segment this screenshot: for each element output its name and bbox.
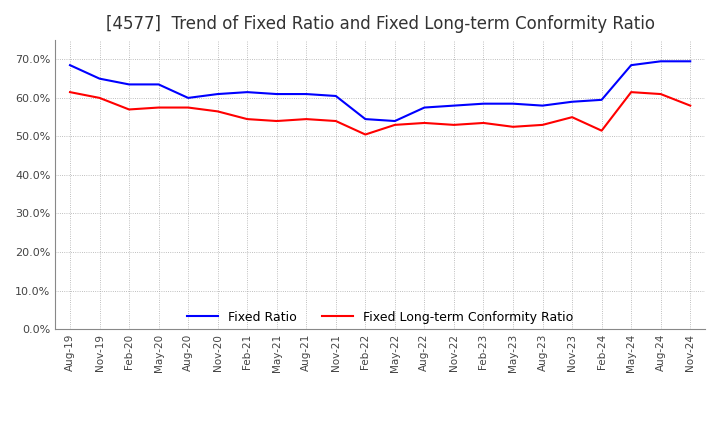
Fixed Ratio xyxy=(539,103,547,108)
Fixed Ratio xyxy=(568,99,577,104)
Fixed Long-term Conformity Ratio xyxy=(272,118,281,124)
Fixed Long-term Conformity Ratio xyxy=(686,103,695,108)
Fixed Ratio xyxy=(331,93,340,99)
Fixed Long-term Conformity Ratio xyxy=(598,128,606,133)
Fixed Ratio xyxy=(449,103,458,108)
Fixed Long-term Conformity Ratio xyxy=(539,122,547,128)
Fixed Ratio xyxy=(480,101,488,106)
Fixed Long-term Conformity Ratio xyxy=(390,122,399,128)
Fixed Ratio xyxy=(627,62,636,68)
Title: [4577]  Trend of Fixed Ratio and Fixed Long-term Conformity Ratio: [4577] Trend of Fixed Ratio and Fixed Lo… xyxy=(106,15,654,33)
Fixed Ratio xyxy=(598,97,606,103)
Fixed Long-term Conformity Ratio xyxy=(154,105,163,110)
Fixed Ratio xyxy=(66,62,74,68)
Fixed Ratio xyxy=(272,92,281,97)
Fixed Ratio xyxy=(390,118,399,124)
Fixed Ratio xyxy=(686,59,695,64)
Fixed Long-term Conformity Ratio xyxy=(509,124,518,129)
Fixed Long-term Conformity Ratio xyxy=(627,89,636,95)
Fixed Long-term Conformity Ratio xyxy=(568,114,577,120)
Fixed Ratio xyxy=(657,59,665,64)
Fixed Ratio xyxy=(420,105,428,110)
Fixed Long-term Conformity Ratio xyxy=(449,122,458,128)
Fixed Long-term Conformity Ratio xyxy=(302,117,310,122)
Fixed Long-term Conformity Ratio xyxy=(420,120,428,125)
Fixed Long-term Conformity Ratio xyxy=(480,120,488,125)
Fixed Ratio xyxy=(302,92,310,97)
Fixed Long-term Conformity Ratio xyxy=(213,109,222,114)
Line: Fixed Long-term Conformity Ratio: Fixed Long-term Conformity Ratio xyxy=(70,92,690,135)
Fixed Long-term Conformity Ratio xyxy=(125,107,133,112)
Fixed Long-term Conformity Ratio xyxy=(243,117,251,122)
Fixed Ratio xyxy=(125,82,133,87)
Fixed Long-term Conformity Ratio xyxy=(66,89,74,95)
Fixed Ratio xyxy=(184,95,192,101)
Fixed Long-term Conformity Ratio xyxy=(657,92,665,97)
Fixed Ratio xyxy=(213,92,222,97)
Fixed Long-term Conformity Ratio xyxy=(361,132,369,137)
Legend: Fixed Ratio, Fixed Long-term Conformity Ratio: Fixed Ratio, Fixed Long-term Conformity … xyxy=(182,306,578,329)
Fixed Long-term Conformity Ratio xyxy=(331,118,340,124)
Fixed Ratio xyxy=(243,89,251,95)
Fixed Ratio xyxy=(361,117,369,122)
Fixed Ratio xyxy=(154,82,163,87)
Line: Fixed Ratio: Fixed Ratio xyxy=(70,61,690,121)
Fixed Ratio xyxy=(95,76,104,81)
Fixed Ratio xyxy=(509,101,518,106)
Fixed Long-term Conformity Ratio xyxy=(95,95,104,101)
Fixed Long-term Conformity Ratio xyxy=(184,105,192,110)
